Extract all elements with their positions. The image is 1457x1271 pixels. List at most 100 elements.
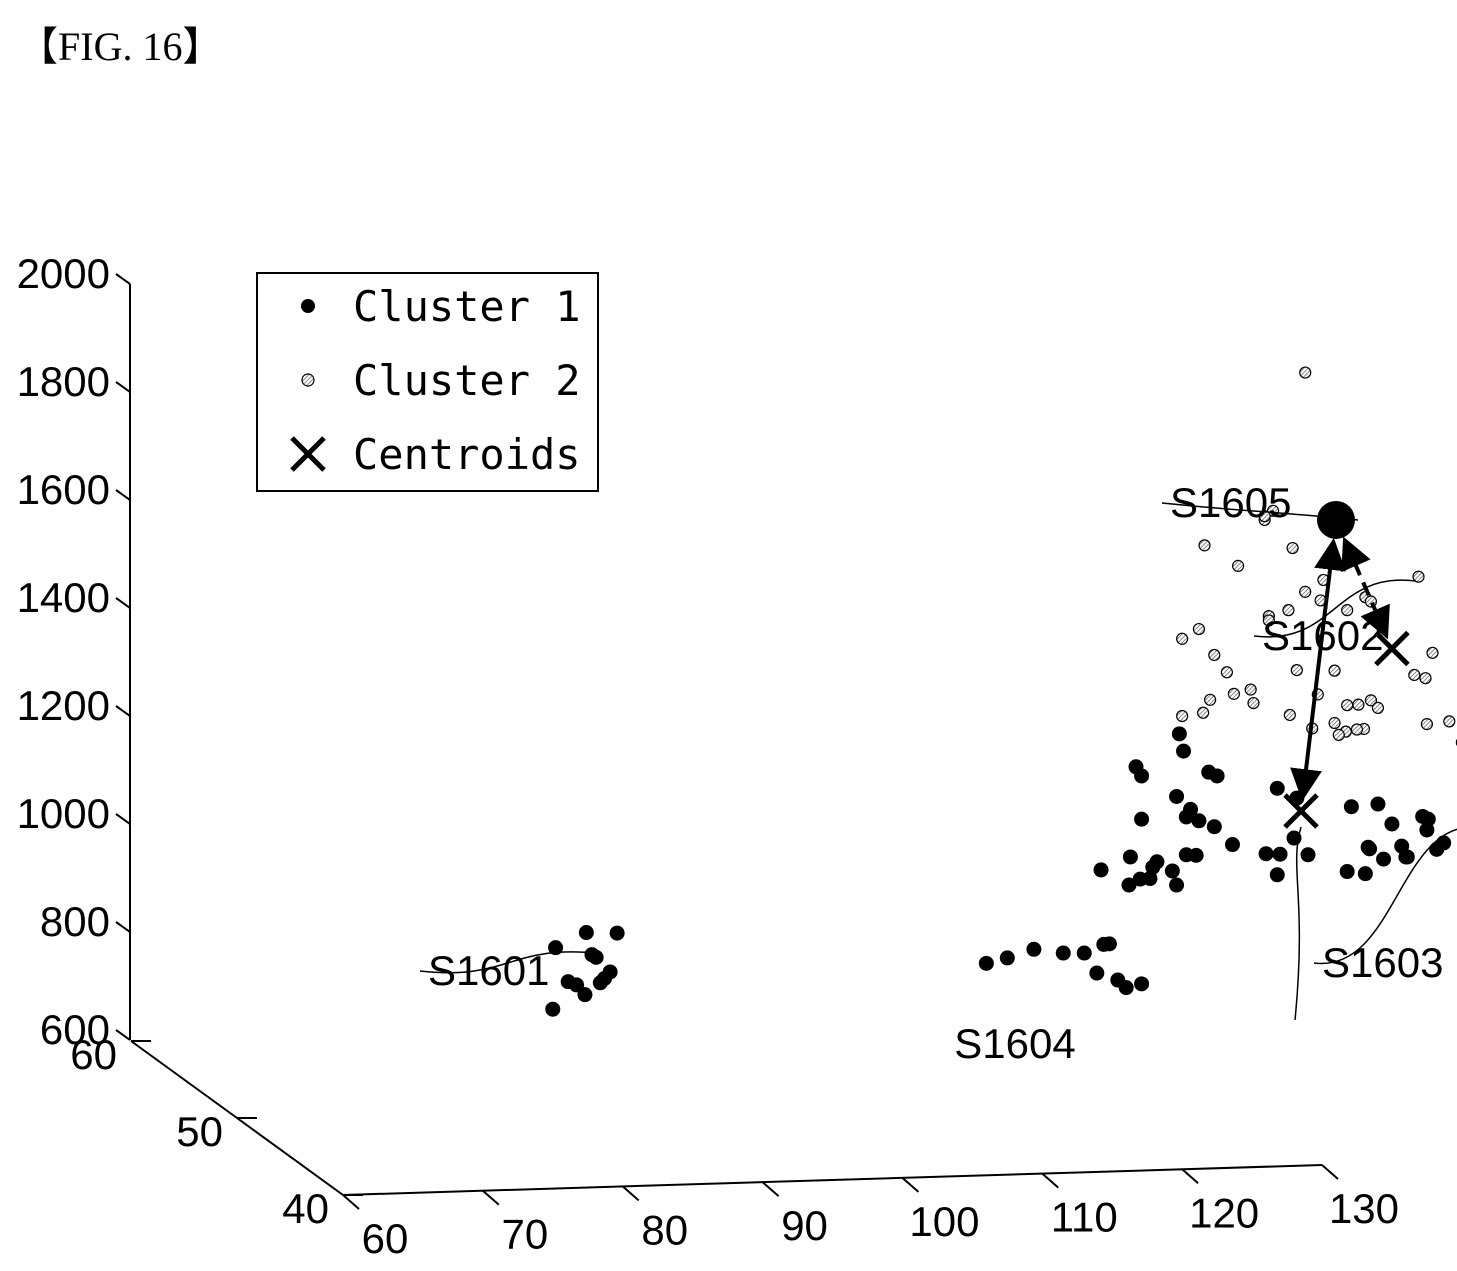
cluster-1-point bbox=[1436, 835, 1452, 851]
cluster-1-point bbox=[1134, 811, 1150, 827]
z-tick-mark bbox=[115, 273, 131, 285]
cluster-1-point bbox=[577, 987, 593, 1003]
cluster-2-point bbox=[1371, 701, 1385, 715]
callout-label-s1602: S1602 bbox=[1262, 612, 1383, 659]
cluster-2-point bbox=[1299, 366, 1312, 379]
x-tick-label: 70 bbox=[501, 1211, 548, 1258]
cluster-1-point bbox=[588, 949, 604, 965]
legend-marker-cluster-2 bbox=[301, 373, 315, 387]
cluster-2-point bbox=[1443, 715, 1456, 728]
z-tick-label: 600 bbox=[40, 1006, 110, 1053]
cluster-1-point bbox=[548, 940, 564, 956]
cluster-2-point bbox=[1204, 693, 1217, 706]
cluster-1-point bbox=[1121, 877, 1137, 893]
x-tick-mark bbox=[761, 1181, 780, 1197]
cluster-1-point bbox=[1134, 976, 1150, 992]
y-tick-label: 60 bbox=[70, 1031, 117, 1078]
cluster-1-point bbox=[1224, 837, 1240, 853]
callout-label-s1604: S1604 bbox=[954, 1020, 1075, 1067]
solid-distance-arrow bbox=[1290, 537, 1346, 802]
cluster-1-point bbox=[1339, 864, 1355, 880]
legend: Cluster 1 Cluster 2 Centroids bbox=[256, 272, 599, 492]
z-tick-mark bbox=[115, 813, 131, 825]
callout-leader-s1604 bbox=[1294, 826, 1302, 1021]
x-tick-label: 100 bbox=[909, 1198, 979, 1245]
x-tick-label: 110 bbox=[1051, 1194, 1118, 1241]
cluster-1-point bbox=[1300, 847, 1316, 863]
callout-label-s1601: S1601 bbox=[428, 947, 549, 994]
cluster-1-point bbox=[569, 977, 585, 993]
cluster-2-point bbox=[1364, 694, 1378, 707]
x-axis-line bbox=[342, 1164, 1323, 1196]
cluster-1-point bbox=[1209, 768, 1225, 784]
legend-label-cluster-1: Cluster 1 bbox=[353, 282, 581, 331]
cluster-1-point bbox=[1272, 846, 1288, 862]
cluster-2-point bbox=[1426, 646, 1439, 659]
cluster-2-point bbox=[1231, 559, 1245, 572]
cluster-1-point bbox=[1122, 849, 1138, 865]
cluster-2-point bbox=[1419, 672, 1432, 685]
callout-leader-s1605 bbox=[1161, 502, 1359, 521]
cluster-2-point bbox=[1328, 664, 1341, 677]
z-tick-label: 1600 bbox=[17, 466, 110, 513]
cluster-1-point bbox=[978, 955, 994, 971]
cluster-1-point bbox=[1026, 941, 1042, 957]
cluster-1-point bbox=[1093, 862, 1109, 878]
z-tick-label: 2000 bbox=[17, 250, 110, 297]
cluster-2-point bbox=[1350, 723, 1364, 736]
z-tick-label: 800 bbox=[40, 898, 110, 945]
cluster-1-point bbox=[1269, 867, 1285, 883]
callout-labels: S1601 S1602 S1603 S1604 S1605 bbox=[419, 479, 1457, 1067]
cluster-1-point bbox=[1258, 846, 1274, 862]
cluster-1-point bbox=[1149, 854, 1165, 870]
cluster-2-point bbox=[1420, 717, 1433, 731]
x-tick-label: 120 bbox=[1189, 1189, 1259, 1236]
cluster-1-point bbox=[1415, 808, 1431, 824]
legend-label-cluster-2: Cluster 2 bbox=[353, 356, 581, 405]
cluster-2-point bbox=[1247, 696, 1260, 710]
cluster-1-point bbox=[609, 925, 625, 941]
z-tick-mark bbox=[115, 597, 131, 609]
z-tick-label: 1200 bbox=[17, 682, 110, 729]
callout-label-s1605: S1605 bbox=[1170, 479, 1291, 526]
cluster-2-point bbox=[1408, 668, 1421, 682]
cluster-1-point bbox=[545, 1001, 561, 1017]
z-tick-mark bbox=[115, 381, 131, 393]
x-tick-mark bbox=[1041, 1172, 1059, 1189]
cluster-1-point bbox=[1370, 796, 1386, 812]
cluster-1-point bbox=[1134, 768, 1150, 784]
cluster-2-point bbox=[1286, 541, 1299, 555]
cluster-2-point bbox=[1244, 683, 1257, 696]
callout-leader-s1602 bbox=[1253, 579, 1417, 638]
cluster-1-point bbox=[1171, 726, 1187, 742]
legend-label-centroids: Centroids bbox=[353, 430, 581, 479]
cluster-1-point bbox=[1089, 965, 1105, 981]
y-tick-label: 40 bbox=[282, 1185, 329, 1232]
cluster-1-point bbox=[1206, 819, 1222, 835]
cluster-2-point bbox=[1262, 614, 1275, 627]
cluster-2-point bbox=[1352, 698, 1365, 711]
z-tick-label: 1400 bbox=[17, 574, 110, 621]
cluster-2-point bbox=[1290, 663, 1303, 677]
x-tick-mark bbox=[482, 1189, 500, 1206]
cluster-2-point bbox=[1227, 687, 1240, 700]
z-tick-mark bbox=[115, 489, 131, 501]
z-tick-mark bbox=[115, 921, 131, 933]
x-tick-label: 80 bbox=[641, 1206, 688, 1253]
data-points bbox=[545, 366, 1457, 1017]
cluster-2-point bbox=[1328, 716, 1341, 730]
cluster-1-point bbox=[1142, 871, 1158, 887]
cluster-1-point bbox=[1398, 849, 1414, 865]
callout-leader-s1601 bbox=[419, 951, 600, 974]
cluster-2-point bbox=[1266, 504, 1280, 517]
y-tick-label: 50 bbox=[176, 1108, 223, 1155]
cluster-1-point bbox=[1118, 980, 1134, 996]
cluster-1-point bbox=[1269, 780, 1285, 796]
cluster-2-point bbox=[1258, 510, 1271, 523]
cluster-1-point bbox=[1188, 847, 1204, 863]
cluster-2-point bbox=[1412, 570, 1425, 583]
cluster-1-point bbox=[1376, 851, 1392, 867]
z-tick-label: 1800 bbox=[17, 358, 110, 405]
cluster-1-point bbox=[999, 950, 1015, 966]
